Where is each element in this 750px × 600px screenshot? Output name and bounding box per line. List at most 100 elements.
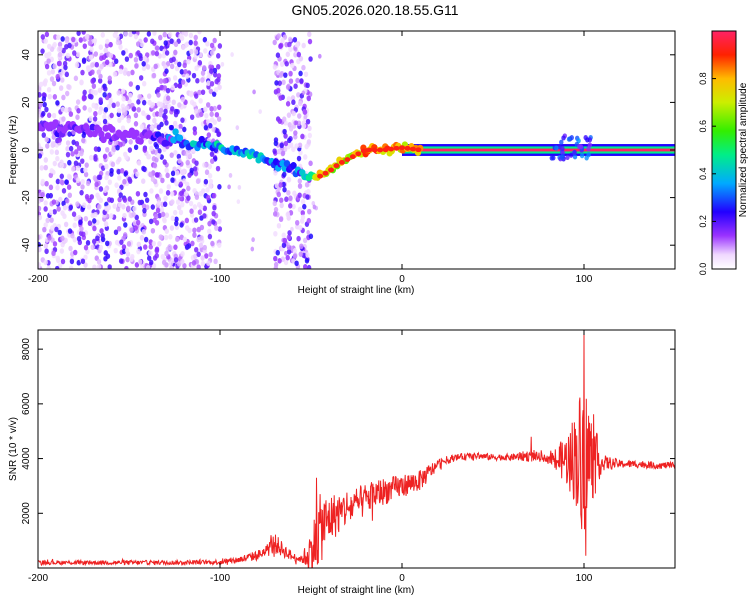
noise-cell xyxy=(308,160,313,167)
noise-cell xyxy=(97,174,103,181)
noise-cell xyxy=(71,211,77,217)
noise-cell xyxy=(121,106,126,113)
noise-cell xyxy=(146,265,151,269)
noise-cell xyxy=(278,72,284,78)
noise-cell xyxy=(214,78,219,85)
noise-cell xyxy=(182,62,187,69)
noise-cell xyxy=(199,235,204,241)
noise-cell xyxy=(217,218,222,225)
ridge-cell xyxy=(100,136,107,144)
ridge-disturbance xyxy=(559,154,565,160)
ridge-disturbance xyxy=(572,154,578,160)
ridge-peak xyxy=(333,163,340,169)
ridge-disturbance xyxy=(577,144,582,150)
noise-cell xyxy=(160,253,165,260)
noise-cell xyxy=(208,122,213,129)
noise-cell xyxy=(303,71,309,78)
noise-cell xyxy=(208,68,214,74)
noise-cell xyxy=(60,69,66,75)
noise-cell xyxy=(61,116,66,122)
noise-cell xyxy=(164,250,169,257)
noise-cell xyxy=(51,80,57,87)
noise-cell xyxy=(75,165,81,172)
noise-cell xyxy=(189,90,194,97)
noise-cell xyxy=(200,77,205,83)
noise-cell xyxy=(123,171,128,177)
noise-cell xyxy=(128,31,133,38)
noise-cell xyxy=(72,236,77,243)
noise-cell xyxy=(179,69,185,75)
noise-cell xyxy=(190,240,195,247)
noise-cell xyxy=(279,197,284,204)
ridge-disturbance xyxy=(549,155,554,161)
noise-cell xyxy=(279,142,284,149)
noise-cell xyxy=(67,159,72,166)
noise-cell xyxy=(139,41,145,48)
noise-cell xyxy=(92,37,98,44)
noise-cell xyxy=(68,265,74,269)
noise-cell xyxy=(137,199,142,206)
noise-cell xyxy=(304,143,309,150)
snr-x-label: Height of straight line (km) xyxy=(298,585,415,596)
noise-cell xyxy=(61,188,67,194)
noise-cell xyxy=(156,200,162,206)
noise-cell xyxy=(136,241,142,248)
noise-cell xyxy=(79,226,84,232)
noise-cell xyxy=(68,204,73,211)
noise-cell xyxy=(107,179,113,185)
noise-cell xyxy=(54,226,59,233)
noise-cell xyxy=(302,203,307,210)
noise-cell xyxy=(92,116,98,122)
noise-cell xyxy=(64,71,70,78)
noise-cell xyxy=(157,241,162,247)
noise-cell xyxy=(38,241,41,248)
noise-cell xyxy=(45,143,50,149)
noise-cell xyxy=(134,262,140,268)
noise-cell xyxy=(294,260,299,267)
noise-cell xyxy=(209,105,214,112)
noise-cell xyxy=(258,109,262,115)
noise-cell xyxy=(58,196,63,203)
noise-cell xyxy=(307,38,313,45)
noise-cell xyxy=(217,242,222,248)
noise-cell xyxy=(133,33,139,40)
noise-cell xyxy=(192,166,198,172)
noise-cell xyxy=(300,210,305,216)
noise-cell xyxy=(142,147,147,153)
noise-cell xyxy=(202,36,208,43)
noise-cell xyxy=(84,34,90,40)
noise-cell xyxy=(47,51,52,58)
noise-cell xyxy=(194,93,199,99)
colorbar-tick-label: 0.2 xyxy=(698,215,708,228)
noise-cell xyxy=(297,113,302,119)
noise-cell xyxy=(217,43,223,49)
noise-cell xyxy=(92,175,98,181)
noise-cell xyxy=(60,258,66,265)
noise-cell xyxy=(173,244,178,250)
noise-cell xyxy=(165,61,171,67)
noise-cell xyxy=(174,65,180,72)
noise-cell xyxy=(281,237,285,243)
noise-cell xyxy=(290,226,294,232)
spectrogram-x-tick-label: 100 xyxy=(576,274,593,285)
noise-cell xyxy=(115,144,120,151)
noise-cell xyxy=(116,168,121,175)
noise-cell xyxy=(151,262,157,269)
noise-cell xyxy=(143,244,148,250)
noise-cell xyxy=(40,34,46,40)
noise-cell xyxy=(74,149,79,155)
noise-cell xyxy=(277,80,282,86)
noise-cell xyxy=(297,206,303,213)
noise-cell xyxy=(171,56,176,63)
noise-cell xyxy=(135,41,141,47)
noise-cell xyxy=(82,89,87,96)
noise-cell xyxy=(98,73,103,80)
noise-cell xyxy=(52,241,58,247)
noise-cell xyxy=(202,205,208,212)
noise-cell xyxy=(102,153,108,160)
noise-cell xyxy=(220,61,225,67)
noise-cell xyxy=(149,188,154,194)
noise-cell xyxy=(127,176,132,183)
noise-cell xyxy=(118,33,124,40)
noise-cell xyxy=(185,41,190,48)
